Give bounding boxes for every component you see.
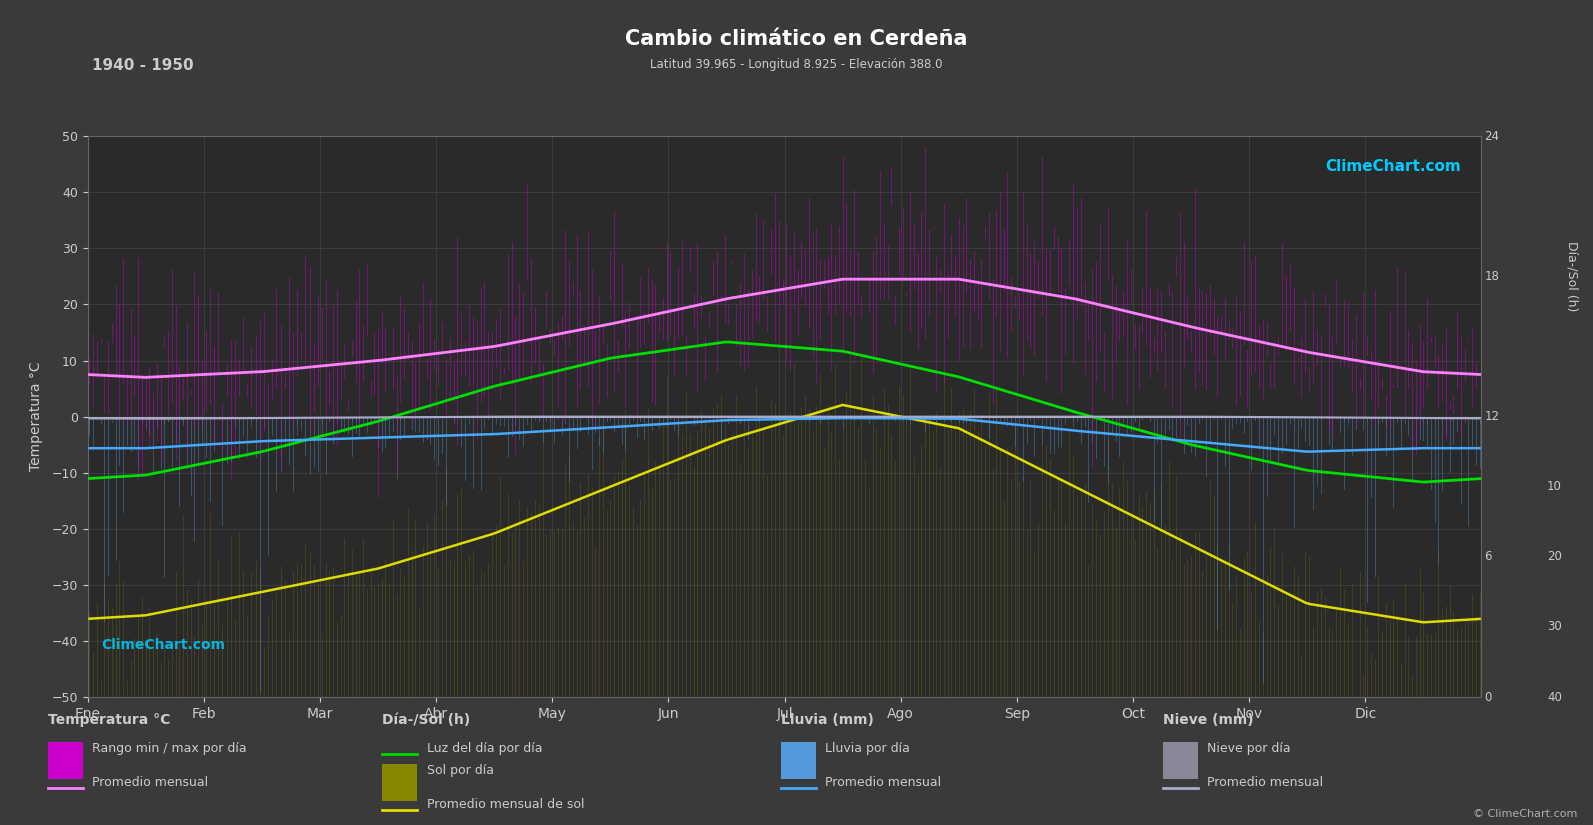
- FancyBboxPatch shape: [48, 742, 83, 779]
- Text: Luz del día por día: Luz del día por día: [427, 742, 543, 755]
- Text: Nieve (mm): Nieve (mm): [1163, 713, 1254, 727]
- Text: Temperatura °C: Temperatura °C: [48, 713, 170, 727]
- FancyBboxPatch shape: [382, 764, 417, 800]
- Text: 12: 12: [1485, 410, 1499, 423]
- Text: 20: 20: [1547, 550, 1561, 563]
- Text: Promedio mensual: Promedio mensual: [1207, 776, 1324, 790]
- Text: Día-/Sol (h): Día-/Sol (h): [1566, 241, 1579, 312]
- Text: 40: 40: [1547, 691, 1561, 704]
- Y-axis label: Temperatura °C: Temperatura °C: [29, 362, 43, 471]
- Text: ClimeChart.com: ClimeChart.com: [102, 639, 226, 653]
- Text: Promedio mensual: Promedio mensual: [92, 776, 209, 790]
- Text: 0: 0: [1485, 691, 1491, 704]
- FancyBboxPatch shape: [1163, 742, 1198, 779]
- Text: Lluvia (mm): Lluvia (mm): [781, 713, 873, 727]
- Text: Día-/Sol (h): Día-/Sol (h): [382, 713, 470, 727]
- FancyBboxPatch shape: [781, 742, 816, 779]
- Text: Promedio mensual: Promedio mensual: [825, 776, 941, 790]
- Text: 24: 24: [1485, 130, 1499, 143]
- Text: Cambio climático en Cerdeña: Cambio climático en Cerdeña: [624, 29, 969, 49]
- Text: 10: 10: [1547, 480, 1561, 493]
- Text: 1940 - 1950: 1940 - 1950: [92, 58, 194, 73]
- Text: Rango min / max por día: Rango min / max por día: [92, 742, 247, 755]
- Text: 6: 6: [1485, 550, 1491, 563]
- Text: 18: 18: [1485, 270, 1499, 283]
- Text: Sol por día: Sol por día: [427, 764, 494, 777]
- Text: ClimeChart.com: ClimeChart.com: [1325, 158, 1461, 173]
- Text: Lluvia por día: Lluvia por día: [825, 742, 910, 755]
- Text: 30: 30: [1547, 620, 1561, 634]
- Text: © ClimeChart.com: © ClimeChart.com: [1472, 808, 1577, 819]
- Text: Nieve por día: Nieve por día: [1207, 742, 1290, 755]
- Text: Latitud 39.965 - Longitud 8.925 - Elevación 388.0: Latitud 39.965 - Longitud 8.925 - Elevac…: [650, 58, 943, 71]
- Text: Promedio mensual de sol: Promedio mensual de sol: [427, 798, 585, 811]
